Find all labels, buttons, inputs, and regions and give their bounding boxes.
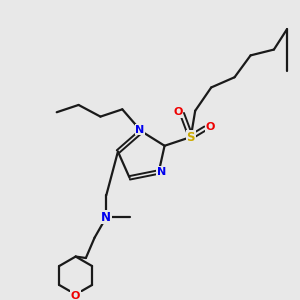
Text: S: S (187, 130, 195, 143)
Text: N: N (101, 211, 111, 224)
Text: O: O (173, 107, 182, 117)
Text: N: N (157, 167, 166, 177)
Text: N: N (135, 125, 144, 135)
Text: O: O (71, 291, 80, 300)
Text: O: O (206, 122, 215, 132)
